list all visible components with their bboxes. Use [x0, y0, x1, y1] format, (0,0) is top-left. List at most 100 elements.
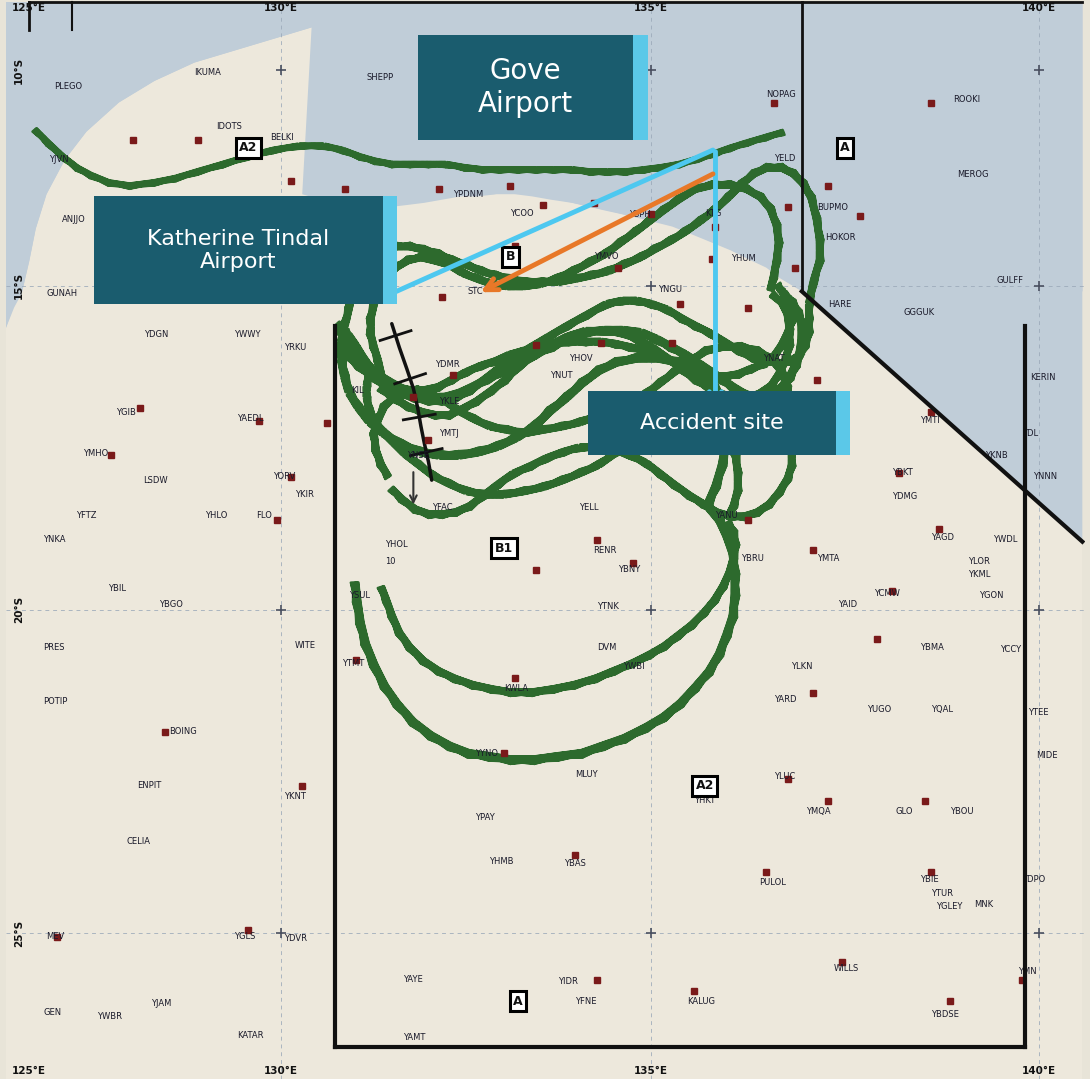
Text: YMVO: YMVO [594, 252, 618, 261]
Text: YMQA: YMQA [807, 807, 831, 816]
Text: YTNK: YTNK [597, 602, 619, 611]
Text: YIDR: YIDR [558, 978, 578, 986]
Text: YELD: YELD [774, 154, 795, 163]
Text: YBAS: YBAS [565, 859, 586, 868]
Text: YDPO: YDPO [1022, 875, 1045, 884]
Text: 135°E: 135°E [633, 3, 668, 13]
Text: YMN: YMN [1018, 967, 1037, 975]
Text: A: A [840, 141, 850, 154]
Text: Gove
Airport: Gove Airport [479, 57, 573, 118]
Text: YMTA: YMTA [816, 555, 839, 563]
Text: WITE: WITE [294, 641, 316, 650]
Text: YBKT: YBKT [893, 468, 913, 477]
Text: IKUMA: IKUMA [194, 68, 221, 77]
Text: YJVN: YJVN [49, 155, 69, 164]
Text: CELIA: CELIA [126, 837, 150, 846]
Text: 25°S: 25°S [14, 919, 24, 947]
Text: MEROG: MEROG [957, 170, 989, 179]
Text: YBDSE: YBDSE [931, 1010, 959, 1019]
Text: MEV: MEV [47, 932, 64, 941]
Text: 20°S: 20°S [14, 596, 24, 624]
Text: GGGUK: GGGUK [904, 309, 934, 317]
Text: LSDW: LSDW [144, 476, 168, 484]
Text: YBIE: YBIE [920, 875, 940, 884]
Polygon shape [5, 2, 313, 329]
Polygon shape [313, 2, 1082, 291]
Text: YUGO: YUGO [867, 706, 891, 714]
Text: YLOR: YLOR [968, 557, 990, 565]
Text: YFTZ: YFTZ [75, 511, 96, 520]
Text: YQAL: YQAL [931, 706, 954, 714]
Text: GUNAH: GUNAH [47, 289, 77, 298]
Text: ENPIT: ENPIT [137, 781, 161, 790]
Text: YKML: YKML [968, 570, 991, 578]
Text: YYNO: YYNO [475, 749, 498, 757]
Text: YMTJ: YMTJ [439, 429, 459, 438]
Text: YAGD: YAGD [931, 533, 954, 542]
Text: YLUC: YLUC [774, 773, 795, 781]
Text: YWDL: YWDL [993, 535, 1017, 544]
Text: YANU: YANU [715, 511, 738, 520]
Text: BUPMO: BUPMO [816, 203, 848, 211]
Text: YBRU: YBRU [741, 555, 764, 563]
Text: B: B [506, 250, 516, 263]
Polygon shape [5, 2, 313, 329]
Text: BOING: BOING [170, 727, 197, 736]
Text: YHLO: YHLO [205, 511, 228, 520]
Text: 15°S: 15°S [14, 272, 24, 300]
Text: YMTI: YMTI [920, 416, 941, 425]
Text: POTIP: POTIP [44, 697, 68, 706]
FancyBboxPatch shape [384, 196, 397, 304]
Text: GULFF: GULFF [996, 276, 1024, 285]
Text: 140°E: 140°E [1022, 1066, 1056, 1076]
Text: YBIL: YBIL [108, 584, 126, 592]
Text: YGLS: YGLS [234, 932, 256, 941]
Text: YAEDL: YAEDL [238, 414, 264, 423]
Text: YNAT: YNAT [763, 354, 785, 363]
Text: YJAM: YJAM [152, 999, 171, 1008]
Text: YTMT: YTMT [342, 659, 364, 668]
Polygon shape [802, 2, 1082, 542]
Text: YHOV: YHOV [569, 354, 592, 363]
Text: 125°E: 125°E [12, 1066, 46, 1076]
Text: YBNY: YBNY [618, 565, 641, 574]
Text: GEN: GEN [44, 1008, 61, 1016]
FancyBboxPatch shape [417, 35, 633, 140]
Text: YAYE: YAYE [402, 975, 422, 984]
Text: NOPAG: NOPAG [766, 91, 796, 99]
Text: YAMT: YAMT [402, 1034, 425, 1042]
Text: 10°S: 10°S [14, 56, 24, 84]
Text: YDLW: YDLW [589, 404, 611, 412]
Text: YDGN: YDGN [144, 330, 168, 339]
Text: YSPH: YSPH [629, 210, 651, 219]
Text: YSUL: YSUL [349, 591, 370, 600]
Text: YNSE: YNSE [407, 451, 428, 460]
Text: 140°E: 140°E [1022, 3, 1056, 13]
Text: YBGO: YBGO [159, 600, 183, 609]
Text: FLO: FLO [256, 511, 271, 520]
Text: YPKT: YPKT [313, 252, 334, 261]
FancyBboxPatch shape [94, 196, 384, 304]
Text: YWWY: YWWY [234, 330, 261, 339]
Text: 135°E: 135°E [633, 1066, 668, 1076]
Text: 130°E: 130°E [264, 1066, 298, 1076]
Text: A: A [513, 995, 523, 1008]
Polygon shape [302, 2, 1082, 291]
Text: A2: A2 [695, 779, 714, 792]
Text: YFAC: YFAC [432, 503, 452, 511]
Text: WILLS: WILLS [834, 965, 859, 973]
Text: YHUM: YHUM [730, 255, 755, 263]
Text: YNGU: YNGU [658, 285, 682, 293]
Text: YTEE: YTEE [1028, 708, 1049, 716]
Text: Accident site: Accident site [641, 413, 784, 433]
Text: YDMG: YDMG [893, 492, 918, 501]
Text: IDOTS: IDOTS [216, 122, 242, 131]
Text: YPAY: YPAY [475, 814, 495, 822]
Text: YDVR: YDVR [283, 934, 307, 943]
Text: DVM: DVM [597, 643, 616, 652]
Text: YMHU: YMHU [739, 408, 764, 416]
Text: YRKU: YRKU [283, 343, 306, 352]
Text: YLKN: YLKN [791, 663, 812, 671]
Text: MIDE: MIDE [1036, 751, 1057, 760]
Text: KERIN: KERIN [1030, 373, 1056, 382]
